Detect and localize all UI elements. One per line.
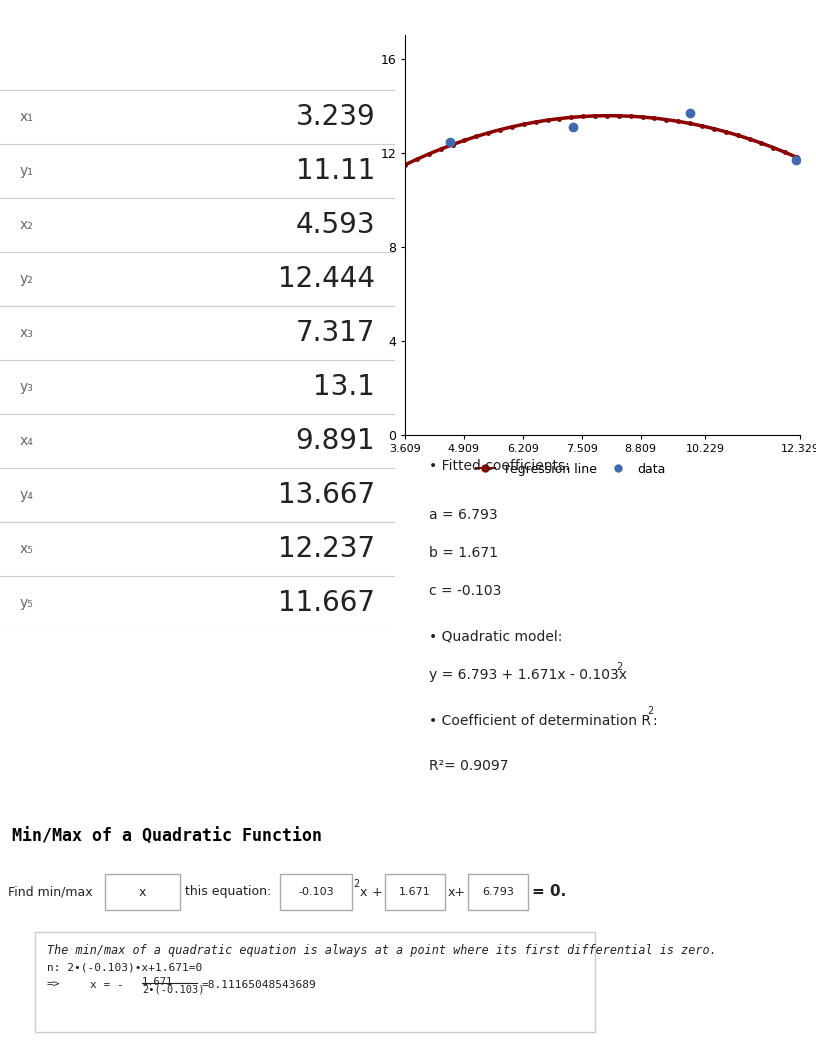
- Text: 1.671: 1.671: [142, 977, 173, 987]
- Text: y₅: y₅: [20, 596, 33, 610]
- Text: x = -: x = -: [90, 980, 124, 991]
- Text: = 0.: = 0.: [532, 885, 566, 900]
- Text: y₄: y₄: [20, 488, 33, 502]
- Text: -0.103: -0.103: [298, 887, 334, 897]
- Text: 13.1: 13.1: [313, 373, 375, 401]
- Text: x: x: [139, 886, 146, 899]
- Bar: [468, 874, 528, 910]
- Text: :: :: [653, 714, 658, 728]
- Text: 13.667: 13.667: [278, 480, 375, 509]
- Text: x₂: x₂: [20, 218, 33, 232]
- Legend: regression line, data: regression line, data: [471, 457, 671, 480]
- Text: 9.891: 9.891: [295, 427, 375, 455]
- Bar: [280, 874, 352, 910]
- Text: x₁: x₁: [20, 110, 33, 124]
- Text: • Coefficient of determination R: • Coefficient of determination R: [428, 714, 650, 728]
- Text: 2: 2: [353, 879, 359, 889]
- Text: n: 2•(-0.103)•x+1.671=0: n: 2•(-0.103)•x+1.671=0: [47, 962, 202, 972]
- Text: b = 1.671: b = 1.671: [428, 546, 498, 561]
- Text: 11.11: 11.11: [296, 157, 375, 185]
- Text: R²= 0.9097: R²= 0.9097: [428, 759, 508, 773]
- Text: 12.444: 12.444: [278, 265, 375, 293]
- Text: c = -0.103: c = -0.103: [428, 584, 501, 599]
- Text: The min/max of a quadratic equation is always at a point where its first differe: The min/max of a quadratic equation is a…: [47, 944, 716, 957]
- Text: • Quadratic model:: • Quadratic model:: [428, 630, 562, 644]
- Text: 6.793: 6.793: [482, 887, 514, 897]
- Text: 12.237: 12.237: [278, 535, 375, 563]
- Text: 3.239: 3.239: [295, 103, 375, 131]
- Text: • Fitted coefficients:: • Fitted coefficients:: [428, 459, 570, 473]
- Text: y₂: y₂: [20, 272, 33, 286]
- Text: x+: x+: [448, 886, 466, 899]
- Text: Min/Max of a Quadratic Function: Min/Max of a Quadratic Function: [12, 828, 322, 846]
- Text: 7.317: 7.317: [295, 319, 375, 347]
- Text: y₁: y₁: [20, 164, 33, 178]
- Text: +: +: [372, 886, 383, 899]
- Text: x₅: x₅: [20, 542, 33, 557]
- Text: y₃: y₃: [20, 380, 33, 394]
- Bar: [385, 874, 445, 910]
- Text: =>: =>: [47, 980, 60, 991]
- Text: x₃: x₃: [20, 326, 33, 340]
- Text: =8.11165048543689: =8.11165048543689: [202, 980, 317, 991]
- Text: 1.671: 1.671: [399, 887, 431, 897]
- Text: Find min/max: Find min/max: [8, 886, 93, 899]
- Text: 11.667: 11.667: [278, 589, 375, 617]
- Text: 4.593: 4.593: [295, 211, 375, 239]
- Text: y = 6.793 + 1.671x - 0.103x: y = 6.793 + 1.671x - 0.103x: [428, 668, 627, 682]
- Text: x₄: x₄: [20, 434, 33, 448]
- Text: x: x: [360, 886, 367, 899]
- Text: a = 6.793: a = 6.793: [428, 508, 497, 523]
- Text: 2: 2: [647, 706, 654, 716]
- Text: 2: 2: [616, 662, 623, 673]
- Text: this equation:: this equation:: [185, 886, 271, 899]
- Text: 2•(-0.103): 2•(-0.103): [142, 985, 205, 995]
- Bar: [105, 874, 180, 910]
